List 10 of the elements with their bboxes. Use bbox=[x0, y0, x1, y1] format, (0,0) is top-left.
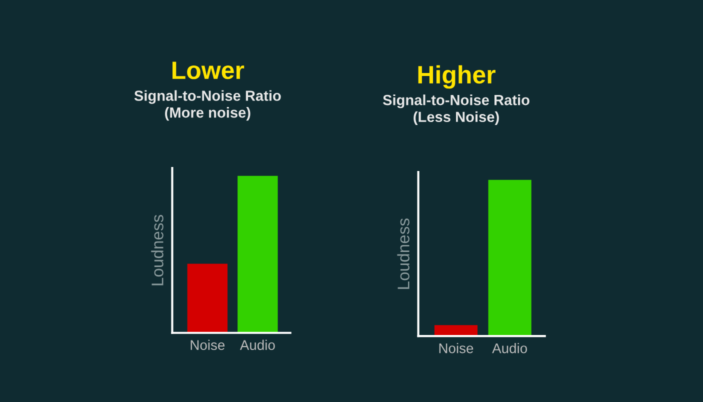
x-tick-label: Audio bbox=[240, 340, 275, 350]
chart-title: Higher bbox=[418, 65, 496, 89]
chart-title: Lower bbox=[172, 62, 244, 80]
x-tick-label: Noise bbox=[439, 343, 474, 354]
y-axis-title: Loudness bbox=[151, 214, 164, 286]
x-tick-label: Noise bbox=[190, 340, 225, 350]
chart-subtitle: Signal-to-Noise Ratio (More noise) bbox=[134, 90, 281, 121]
x-tick-label: Audio bbox=[492, 343, 528, 354]
chart-subtitle: Signal-to-Noise Ratio (Less Noise) bbox=[382, 94, 530, 125]
y-axis-title: Loudness bbox=[397, 218, 410, 289]
